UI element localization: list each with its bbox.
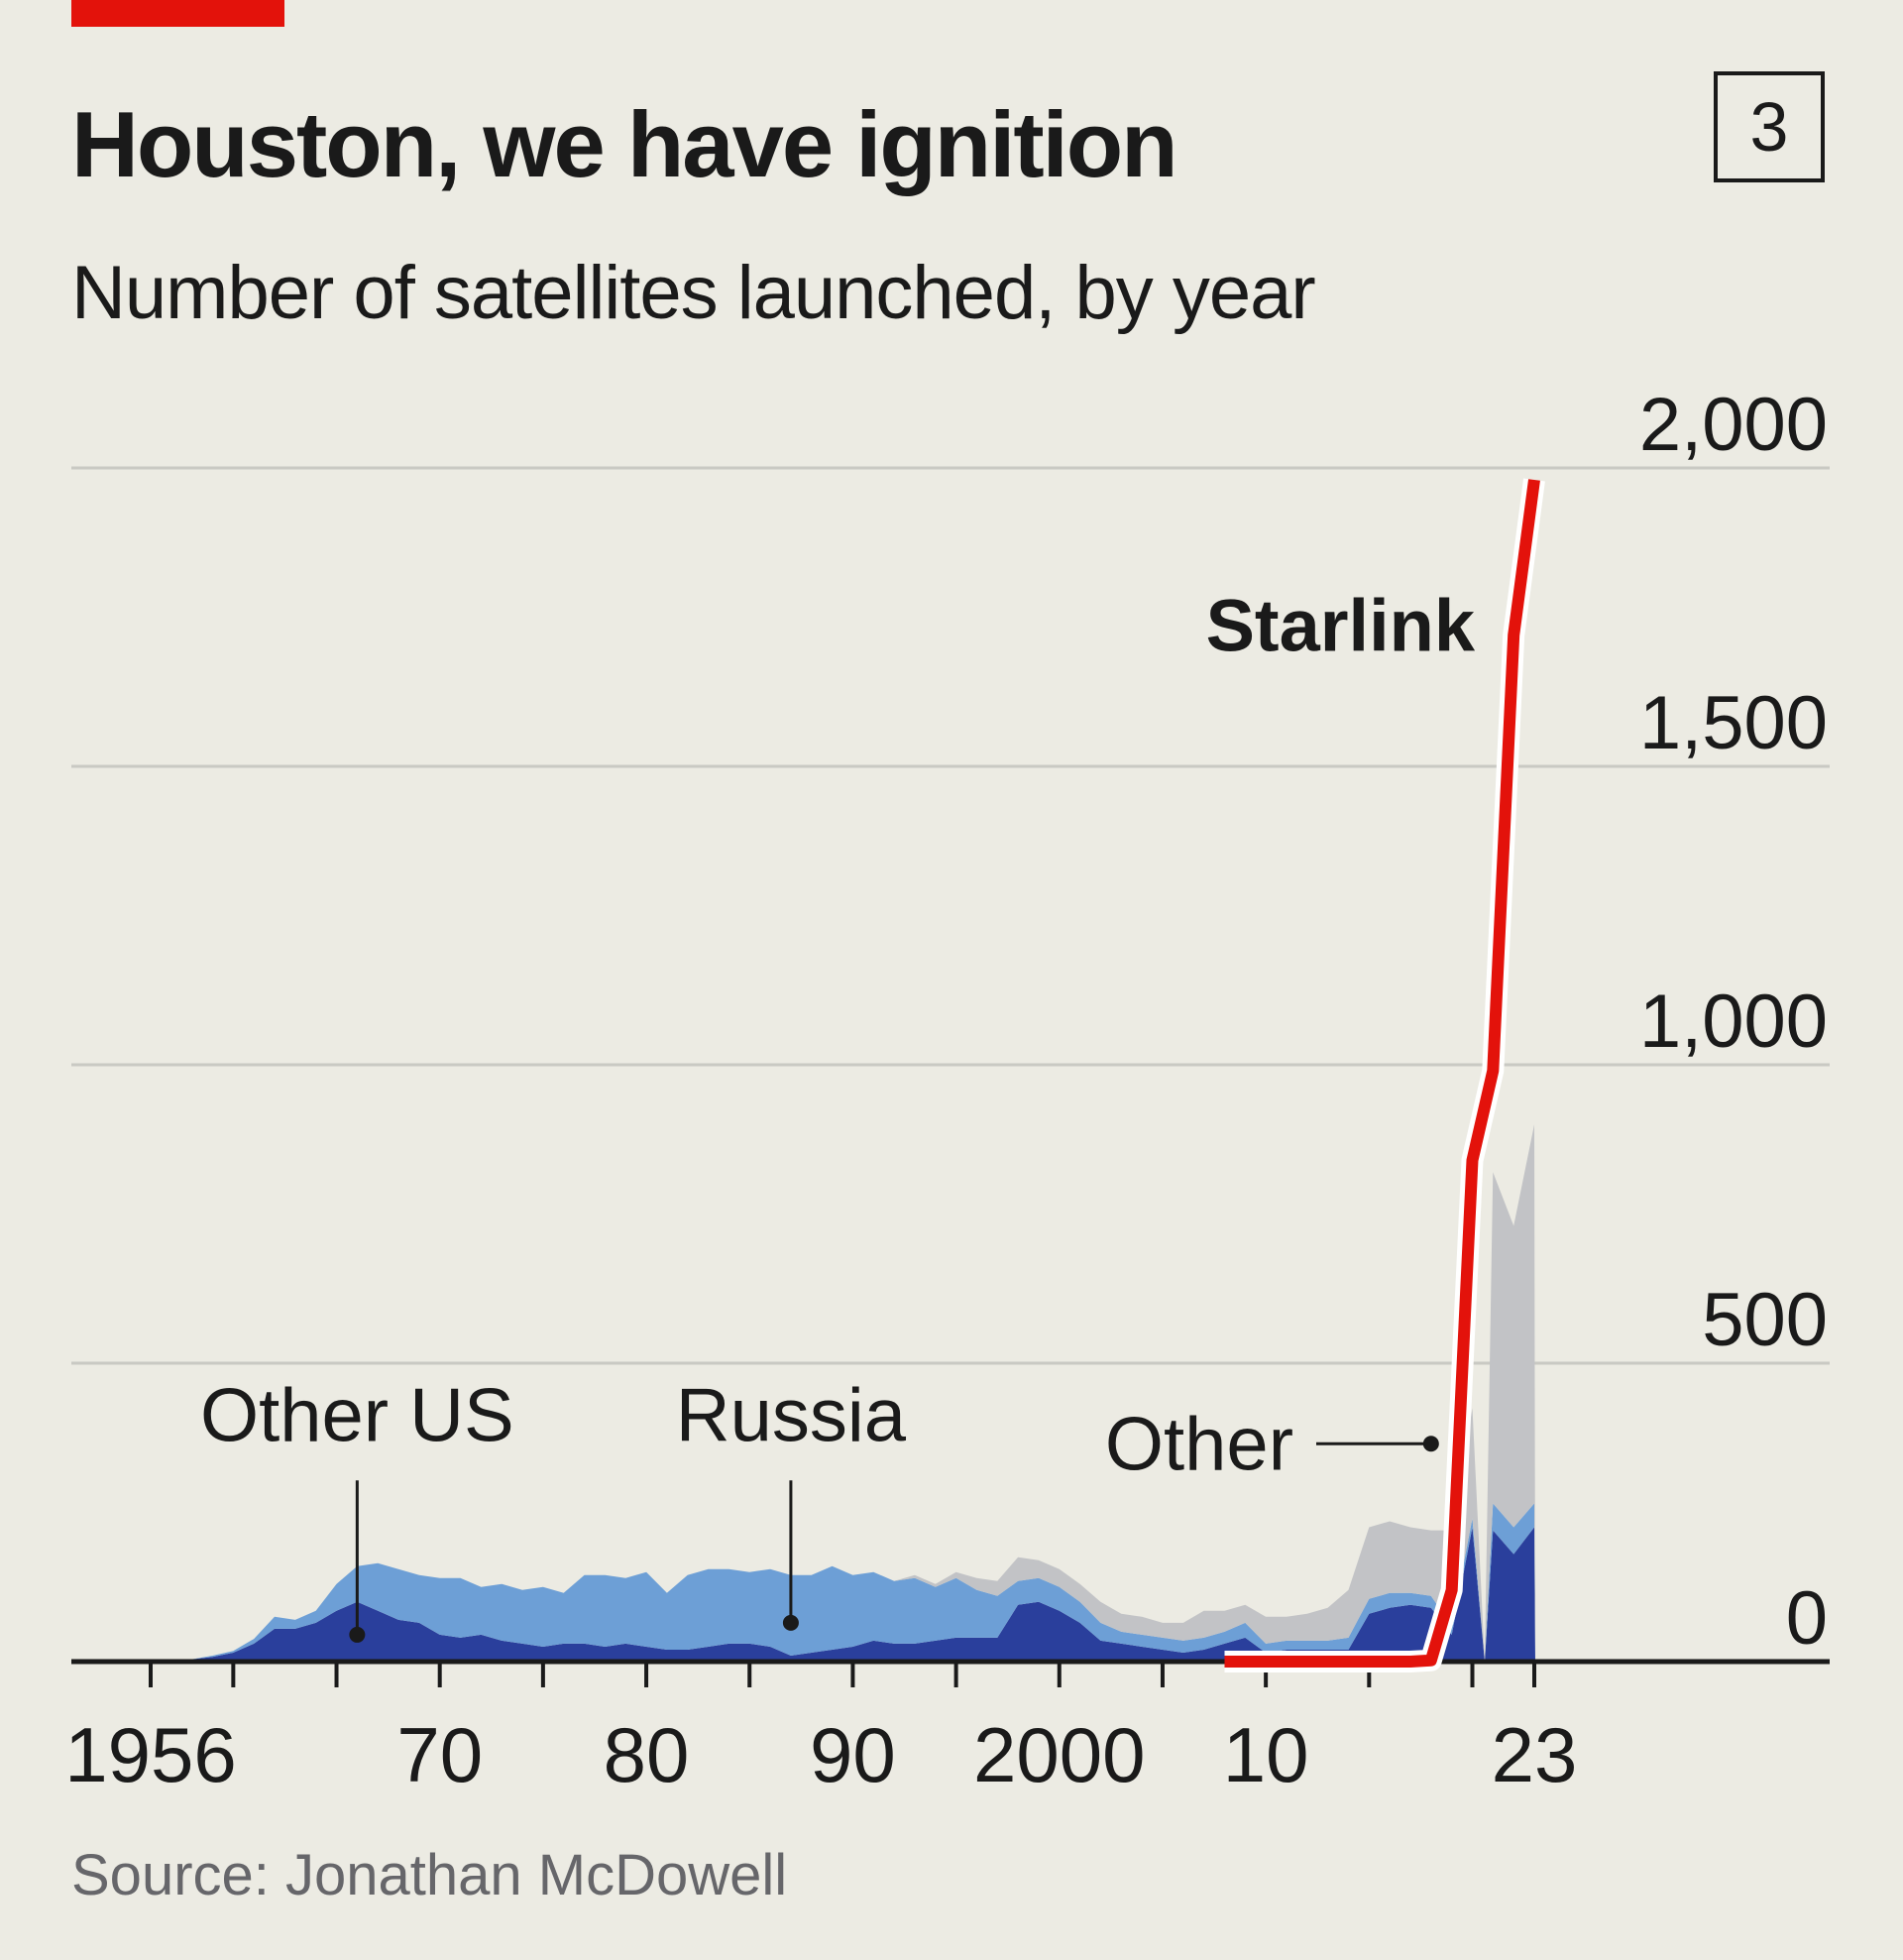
area-russia — [151, 1518, 1485, 1662]
chart-number-badge: 3 — [1714, 71, 1825, 182]
y-tick-label: 500 — [1702, 1278, 1828, 1362]
x-tick-label: 23 — [1492, 1711, 1578, 1798]
annotation-dot — [349, 1626, 366, 1643]
x-tick-label: 90 — [810, 1711, 896, 1798]
area-tail-other — [1485, 1124, 1535, 1662]
x-tick-label: 70 — [396, 1711, 483, 1798]
x-tick-label: 80 — [604, 1711, 690, 1798]
annotation-dot — [782, 1614, 799, 1631]
annotation-label-other-us: Other US — [200, 1373, 514, 1457]
annotation-label-russia: Russia — [676, 1373, 907, 1457]
starlink-line — [1224, 479, 1540, 1668]
source-note: Source: Jonathan McDowell — [71, 1843, 788, 1907]
chart-title: Houston, we have ignition — [71, 92, 1178, 196]
annotation-dot — [1422, 1436, 1439, 1452]
area-other-us — [151, 1527, 1485, 1662]
chart-subtitle: Number of satellites launched, by year — [71, 251, 1316, 335]
annotation-label-starlink: Starlink — [1206, 585, 1476, 667]
area-tail-other-us — [1485, 1527, 1535, 1662]
x-tick-label: 2000 — [973, 1711, 1146, 1798]
brand-tag — [71, 0, 284, 27]
x-tick-label: 10 — [1223, 1711, 1309, 1798]
x-tick-label: 1956 — [64, 1711, 237, 1798]
y-tick-label: 1,000 — [1639, 980, 1828, 1064]
y-tick-label: 1,500 — [1639, 681, 1828, 765]
y-tick-label: 2,000 — [1639, 383, 1828, 467]
y-tick-label: 0 — [1786, 1576, 1828, 1661]
area-tail-russia — [1485, 1503, 1535, 1662]
annotation-label-other: Other — [1105, 1402, 1293, 1486]
